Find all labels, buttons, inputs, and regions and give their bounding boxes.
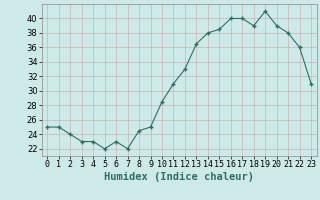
X-axis label: Humidex (Indice chaleur): Humidex (Indice chaleur) [104,172,254,182]
